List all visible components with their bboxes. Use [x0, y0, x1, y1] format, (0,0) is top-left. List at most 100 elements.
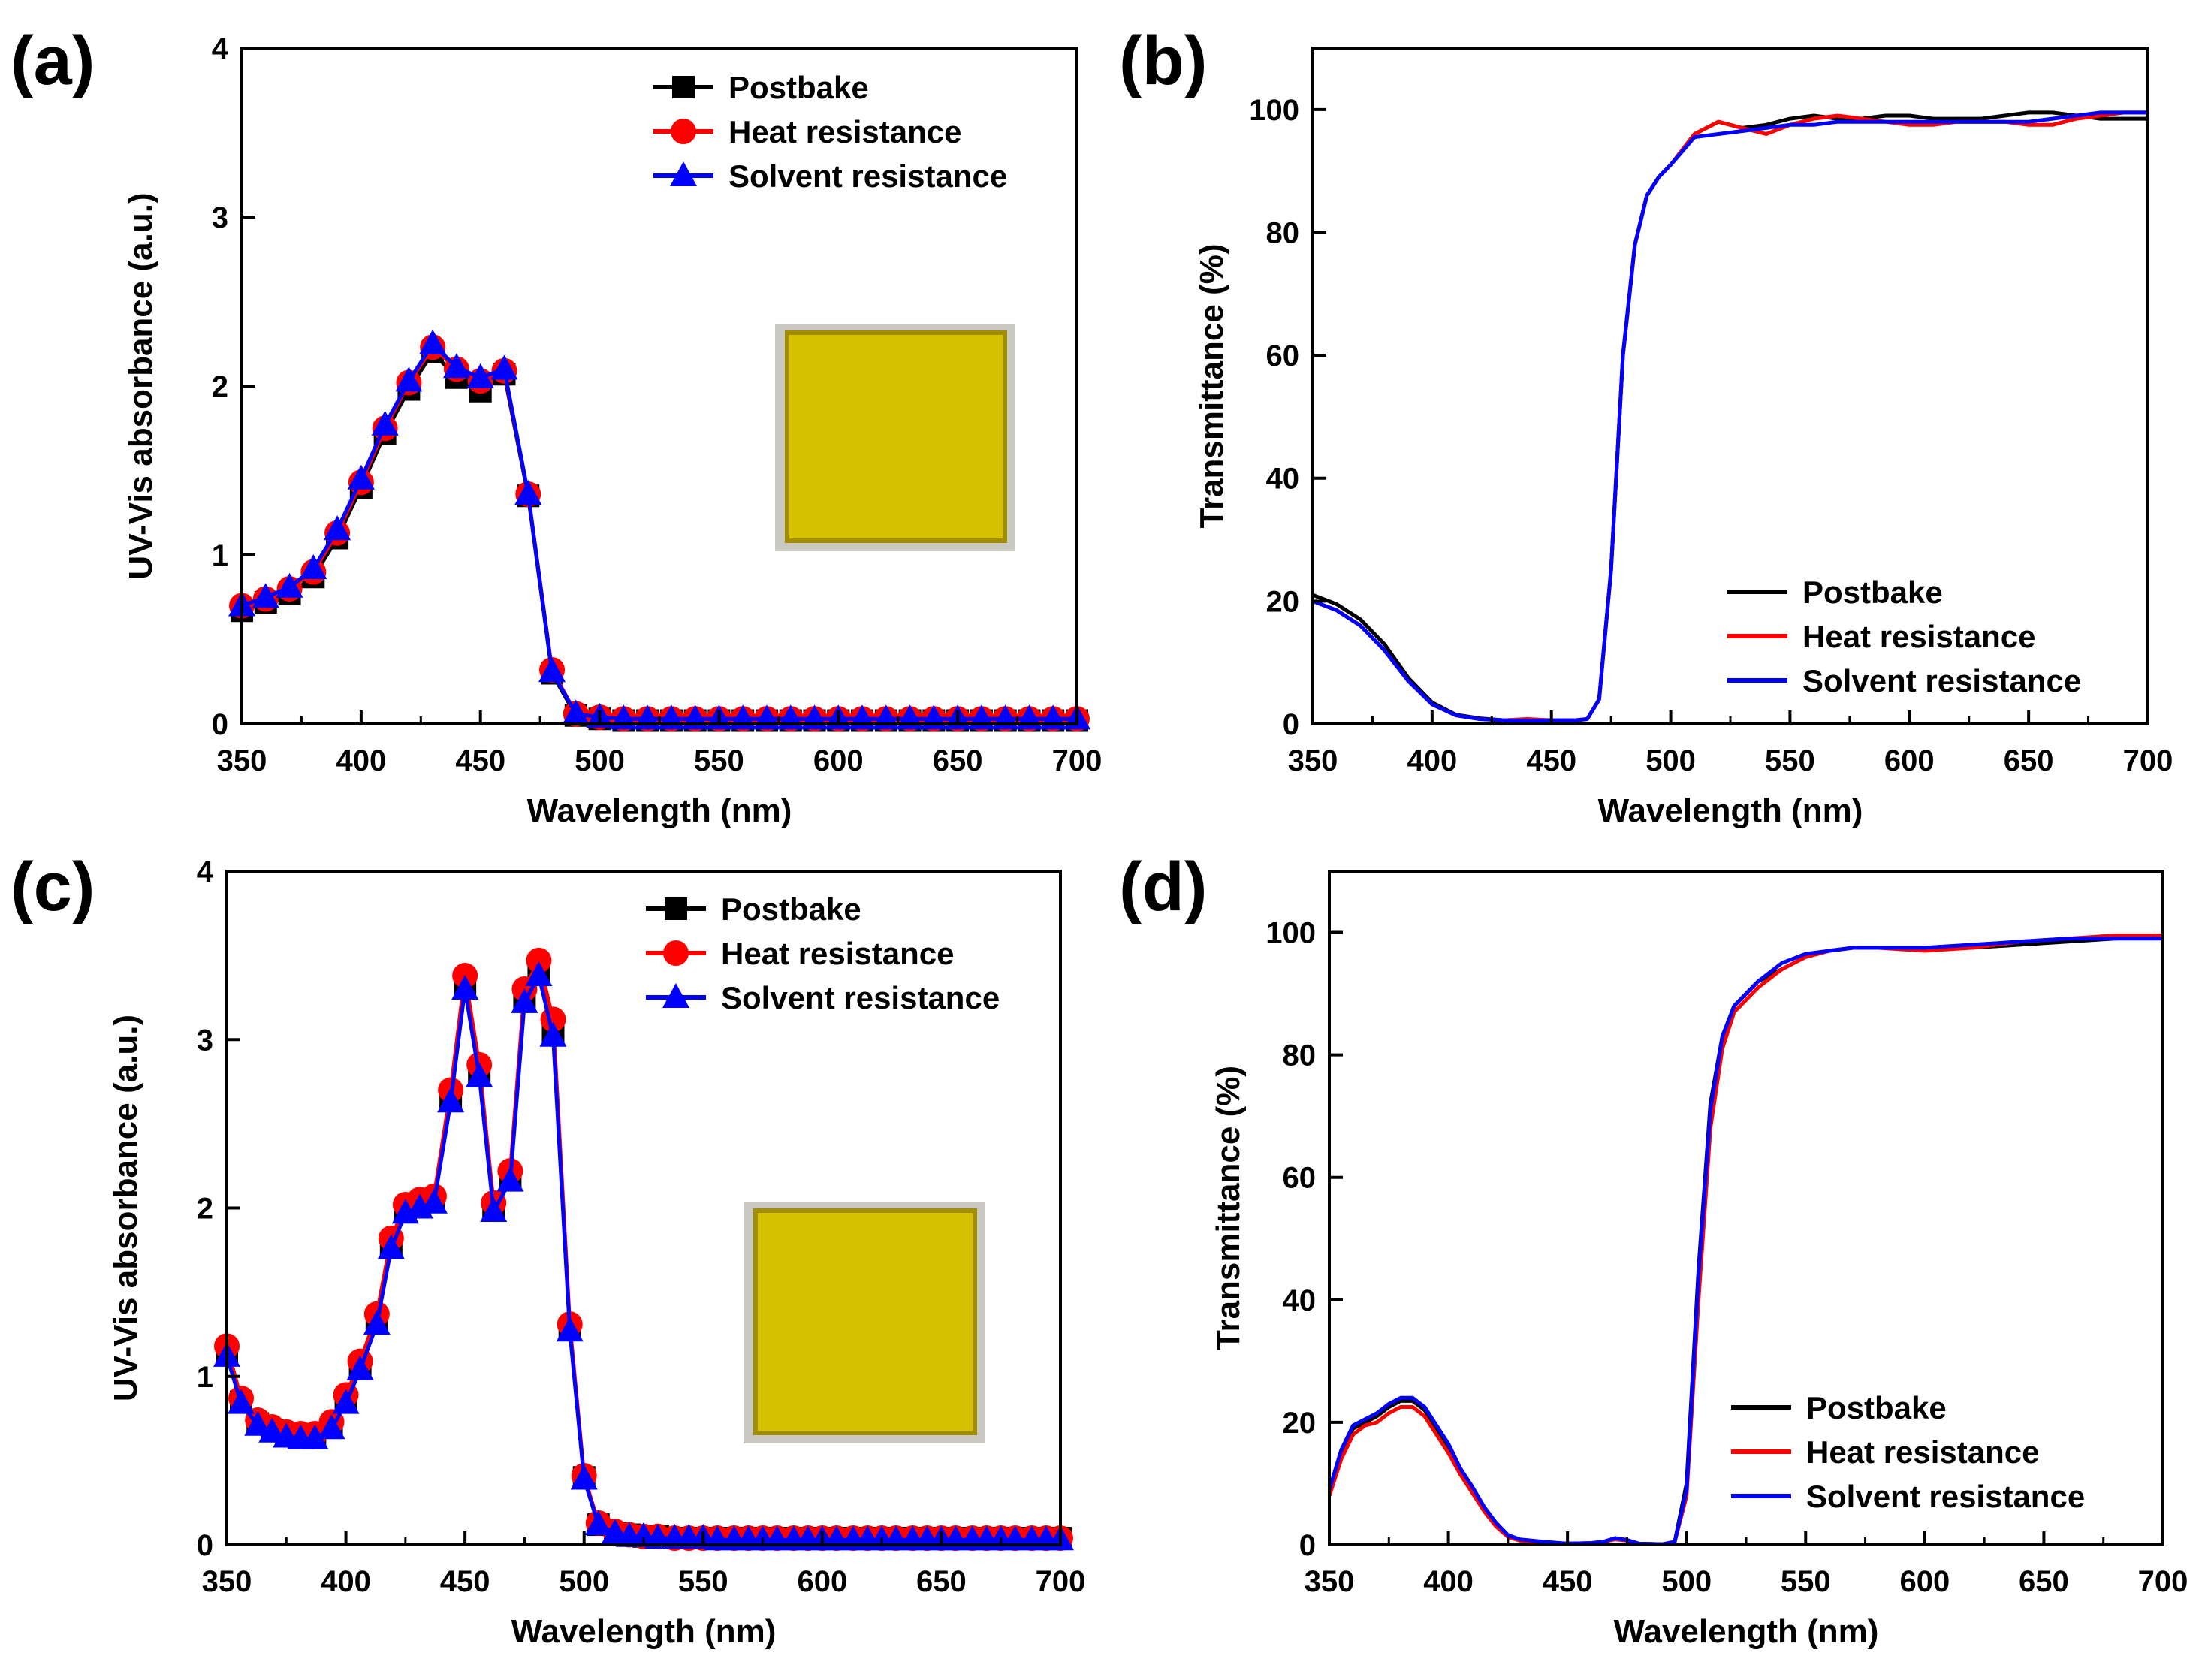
x-axis-label: Wavelength (nm) [1598, 792, 1863, 829]
x-axis-label: Wavelength (nm) [527, 792, 792, 829]
y-axis-label: Transmittance (%) [1210, 1066, 1247, 1350]
data-point [511, 988, 538, 1013]
x-tick-label: 600 [1884, 744, 1935, 777]
legend: Postbake Heat resistance Solvent resistanc… [653, 70, 1007, 194]
legend-label: Solvent resistance [728, 158, 1007, 194]
data-point [480, 1196, 508, 1222]
y-tick-label: 0 [1283, 708, 1299, 741]
film-photo-inset [775, 324, 1015, 551]
data-point [570, 1464, 598, 1490]
y-tick-label: 3 [212, 201, 228, 234]
yellow-film [785, 330, 1007, 543]
x-tick-label: 550 [678, 1565, 728, 1598]
x-tick-label: 350 [1305, 1565, 1355, 1598]
data-point [420, 1188, 448, 1214]
data-point [562, 699, 590, 725]
x-axis-label: Wavelength (nm) [511, 1613, 777, 1650]
panel-d: (d) 350 400 450 500 550 600 650 700 0 20 40 60 80 100 W… [1119, 849, 2188, 1650]
y-tick-label: 3 [197, 1024, 213, 1057]
panel-label: (d) [1119, 849, 1207, 925]
data-point [556, 1317, 584, 1342]
legend-label: Postbake [728, 70, 869, 105]
y-tick-label: 40 [1266, 463, 1300, 496]
legend-label: Postbake [1802, 575, 1943, 610]
legend: Postbake Heat resistance Solvent resistanc… [1731, 1390, 2085, 1514]
x-tick-label: 700 [2138, 1565, 2188, 1598]
data-point [347, 464, 375, 490]
x-tick-label: 500 [1661, 1565, 1712, 1598]
x-tick-label: 650 [916, 1565, 967, 1598]
x-tick-label: 350 [1288, 744, 1338, 777]
y-tick-label: 100 [1265, 917, 1316, 950]
data-point [300, 554, 327, 579]
data-point [318, 1414, 345, 1440]
x-tick-label: 650 [2004, 744, 2054, 777]
legend-marker [665, 897, 687, 920]
data-point [584, 1510, 612, 1536]
x-tick-label: 500 [575, 744, 625, 777]
x-tick-label: 400 [1423, 1565, 1474, 1598]
yellow-film [753, 1208, 977, 1435]
data-point [301, 1424, 329, 1449]
x-tick-label: 450 [455, 744, 505, 777]
legend-marker [663, 940, 689, 966]
data-point [442, 353, 470, 379]
legend-label: Postbake [1806, 1390, 1947, 1425]
legend-label: Solvent resistance [1806, 1479, 2085, 1514]
y-tick-label: 1 [197, 1361, 213, 1394]
legend-marker [671, 119, 696, 144]
data-point [525, 961, 553, 987]
legend-marker [672, 76, 695, 98]
panel-label: (c) [11, 849, 95, 925]
data-point [371, 410, 399, 436]
y-tick-label: 40 [1283, 1284, 1317, 1317]
x-tick-label: 550 [1781, 1565, 1831, 1598]
y-tick-label: 2 [212, 370, 228, 403]
data-point [252, 583, 279, 608]
x-tick-label: 700 [1036, 1565, 1086, 1598]
legend: Postbake Heat resistance Solvent resistanc… [1727, 575, 2081, 698]
y-tick-label: 20 [1283, 1407, 1317, 1440]
legend-label: Solvent resistance [1802, 663, 2081, 698]
y-axis-label: UV-Vis absorbance (a.u.) [107, 1015, 144, 1401]
legend-label: Heat resistance [1806, 1434, 2040, 1470]
y-tick-label: 60 [1283, 1162, 1317, 1195]
y-tick-label: 1 [212, 539, 228, 572]
x-tick-label: 550 [1765, 744, 1815, 777]
x-tick-label: 550 [694, 744, 744, 777]
data-point [451, 974, 479, 1000]
x-tick-label: 450 [1543, 1565, 1593, 1598]
y-axis-label: Transmittance (%) [1193, 244, 1230, 529]
x-tick-label: 650 [2019, 1565, 2069, 1598]
y-tick-label: 80 [1283, 1039, 1317, 1072]
data-point [244, 1410, 272, 1436]
data-point [538, 657, 566, 683]
data-point [258, 1417, 286, 1443]
legend-label: Heat resistance [721, 936, 955, 971]
data-point [363, 1310, 391, 1335]
legend-label: Solvent resistance [721, 980, 1000, 1015]
x-tick-label: 600 [797, 1565, 847, 1598]
x-tick-label: 400 [336, 744, 386, 777]
data-point [496, 1166, 524, 1192]
y-tick-label: 4 [197, 855, 214, 888]
y-axis-label: UV-Vis absorbance (a.u.) [122, 192, 159, 579]
x-tick-label: 650 [933, 744, 983, 777]
x-tick-label: 600 [1899, 1565, 1950, 1598]
data-point [539, 1021, 567, 1047]
y-tick-label: 60 [1266, 339, 1300, 372]
x-tick-label: 450 [1526, 744, 1576, 777]
x-tick-label: 500 [1645, 744, 1696, 777]
data-point [346, 1355, 374, 1380]
x-tick-label: 400 [1407, 744, 1457, 777]
y-tick-label: 20 [1266, 585, 1300, 618]
y-tick-label: 100 [1249, 94, 1299, 127]
data-point [490, 354, 518, 380]
x-tick-label: 450 [440, 1565, 490, 1598]
legend-label: Postbake [721, 891, 861, 927]
data-point [466, 363, 494, 388]
data-point [228, 1389, 255, 1414]
y-tick-label: 0 [212, 708, 228, 741]
series-solvent-resistance [1329, 937, 2163, 1545]
